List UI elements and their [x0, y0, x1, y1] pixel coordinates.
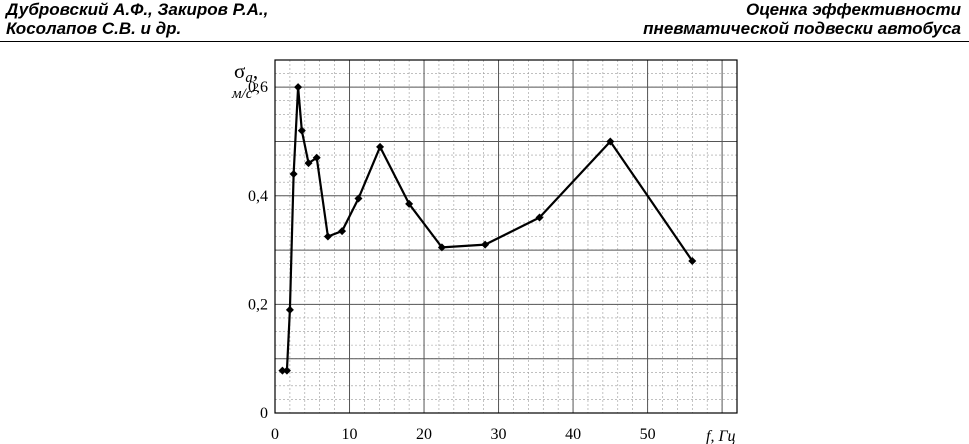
y-axis-symbol: σa,: [234, 59, 258, 86]
x-tick-label: 50: [640, 426, 656, 443]
x-tick-labels: 0 10 20 30 40 50: [271, 426, 656, 443]
x-tick-label: 40: [565, 426, 581, 443]
y-tick-label: 0,6: [248, 79, 268, 96]
data-point-marker: [304, 159, 313, 168]
x-tick-label: 30: [491, 426, 507, 443]
y-tick-label: 0,2: [248, 296, 268, 313]
minor-grid: [274, 59, 738, 414]
header-authors-line2: Косолапов С.В. и др.: [6, 19, 182, 38]
data-point-marker: [297, 126, 306, 135]
data-point-marker: [535, 213, 544, 222]
x-tick-label: 10: [342, 426, 358, 443]
header-divider: [0, 41, 969, 42]
data-point-marker: [282, 366, 291, 375]
data-point-marker: [481, 240, 490, 249]
header-title-line1: Оценка эффективности: [746, 0, 961, 19]
axes: [274, 59, 738, 414]
data-point-marker: [606, 137, 615, 146]
x-tick-label: 0: [271, 426, 279, 443]
data-point-marker: [312, 153, 321, 162]
y-axis-label: σa, м/с2: [231, 59, 258, 102]
y-tick-labels: 0 0,2 0,4 0,6: [248, 79, 268, 422]
data-point-marker: [323, 232, 332, 241]
x-axis-label: f, Гц: [706, 428, 736, 444]
data-point-marker: [278, 366, 287, 375]
header-title-line2: пневматической подвески автобуса: [643, 19, 961, 38]
y-tick-label: 0: [260, 405, 268, 422]
data-point-marker: [289, 170, 298, 179]
header-right: Оценка эффективности пневматической подв…: [643, 0, 961, 38]
header-left: Дубровский А.Ф., Закиров Р.А., Косолапов…: [6, 0, 268, 38]
plot-frame: [274, 59, 738, 414]
x-tick-label: 20: [416, 426, 432, 443]
data-point-marker: [376, 142, 385, 151]
data-point-marker: [338, 227, 347, 236]
header-authors-line1: Дубровский А.Ф., Закиров Р.А.,: [6, 0, 269, 19]
data-point-marker: [405, 199, 414, 208]
data-series: [278, 83, 697, 375]
data-point-marker: [437, 243, 446, 252]
data-point-marker: [688, 256, 697, 265]
y-axis-unit: м/с2: [231, 80, 258, 102]
data-point-marker: [285, 305, 294, 314]
series-line: [282, 86, 694, 372]
y-tick-label: 0,4: [248, 188, 268, 205]
data-point-marker: [294, 83, 303, 92]
data-point-marker: [354, 194, 363, 203]
major-grid: [274, 60, 737, 414]
